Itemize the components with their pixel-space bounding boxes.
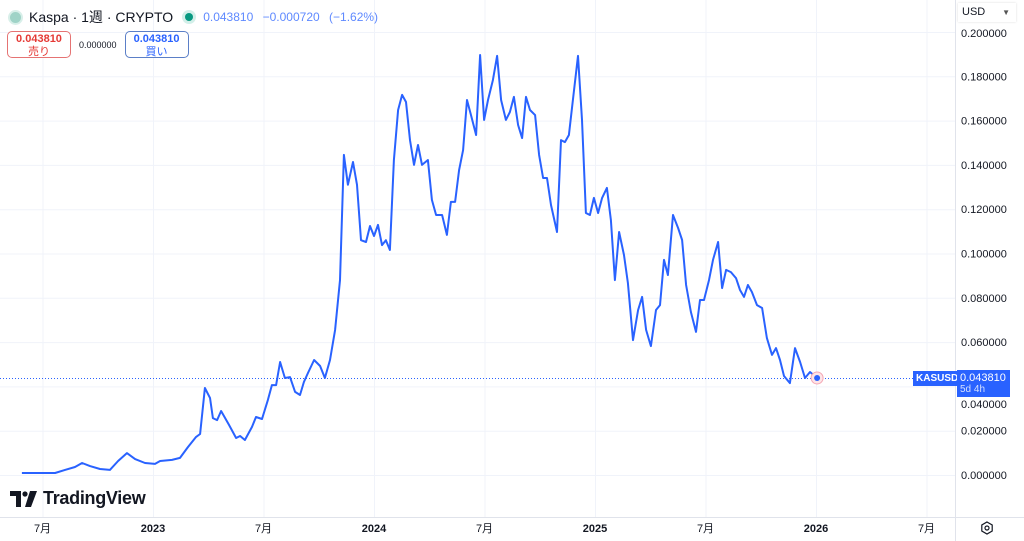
price-tick-label: 0.000000	[961, 470, 1007, 482]
price-change: −0.000720	[262, 10, 320, 24]
time-tick-label: 7月	[34, 523, 51, 535]
trade-panel: 0.043810 売り 0.000000 0.043810 買い	[7, 31, 189, 58]
spread-value: 0.000000	[79, 39, 117, 50]
last-price-marker	[814, 374, 821, 381]
current-price-label: 0.043810	[960, 372, 1006, 384]
price-tick-label: 0.100000	[961, 249, 1007, 261]
buy-price: 0.043810	[133, 33, 180, 45]
buy-button[interactable]: 0.043810 買い	[124, 31, 189, 58]
symbol-title[interactable]: Kaspa · 1週 · CRYPTO	[29, 9, 174, 25]
price-scale[interactable]: 0.000000 0.020000 0.040000 0.060000 0.080000…	[961, 28, 1007, 482]
price-tick-label: 0.180000	[961, 71, 1007, 83]
price-tick-label: 0.160000	[961, 116, 1007, 128]
current-price-badge: 0.043810 5d 4h	[957, 370, 1010, 397]
currency-label: USD	[962, 6, 986, 18]
settings-icon[interactable]	[980, 521, 994, 535]
symbol-legend: Kaspa · 1週 · CRYPTO 0.043810 −0.000720 (…	[8, 7, 384, 27]
grid	[0, 0, 955, 517]
quote-values: 0.043810 −0.000720 (−1.62%)	[203, 10, 384, 24]
time-tick-label: 2023	[141, 523, 165, 535]
sell-label: 売り	[28, 46, 50, 58]
time-tick-label: 7月	[255, 523, 272, 535]
price-tick-label: 0.040000	[961, 399, 1007, 411]
price-tick-label: 0.060000	[961, 337, 1007, 349]
price-line-series	[21, 54, 818, 474]
market-open-dot-icon	[185, 13, 194, 21]
time-tick-label: 2025	[583, 523, 607, 535]
chevron-down-icon: ▼	[1002, 8, 1010, 17]
bar-countdown: 5d 4h	[960, 384, 986, 395]
price-tick-label: 0.200000	[961, 28, 1007, 40]
time-tick-label: 2024	[362, 523, 387, 535]
price-change-pct: (−1.62%)	[329, 10, 379, 24]
price-tick-label: 0.020000	[961, 426, 1007, 438]
price-tick-label: 0.140000	[961, 160, 1007, 172]
tradingview-logo-icon	[10, 490, 37, 507]
price-tick-label: 0.080000	[961, 293, 1007, 305]
logo-text: TradingView	[43, 488, 146, 508]
time-tick-label: 7月	[697, 523, 714, 535]
tradingview-logo[interactable]: TradingView	[10, 488, 146, 509]
time-tick-label: 2026	[804, 523, 828, 535]
buy-label: 買い	[145, 46, 168, 58]
sell-button[interactable]: 0.043810 売り	[7, 31, 71, 58]
price-tick-label: 0.120000	[961, 204, 1007, 216]
time-scale[interactable]: 7月 2023 7月 2024 7月 2025 7月 2026 7月	[34, 523, 935, 535]
kaspa-logo-icon	[8, 9, 23, 25]
sell-price: 0.043810	[16, 33, 62, 45]
currency-select[interactable]: USD ▼	[958, 3, 1016, 22]
time-tick-label: 7月	[918, 523, 935, 535]
time-tick-label: 7月	[476, 523, 493, 535]
last-price: 0.043810	[203, 10, 254, 24]
symbol-price-badge: KASUSD	[913, 371, 962, 386]
